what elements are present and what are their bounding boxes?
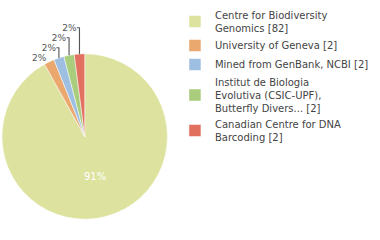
svg-text:91%: 91% bbox=[84, 171, 106, 182]
svg-text:Centre for BiodiversityGenomic: Centre for BiodiversityGenomics [82] bbox=[215, 10, 328, 34]
svg-text:Canadian Centre for DNABarcodi: Canadian Centre for DNABarcoding [2] bbox=[215, 119, 341, 143]
svg-text:2%: 2% bbox=[32, 53, 47, 63]
svg-text:2%: 2% bbox=[62, 23, 77, 33]
svg-text:2%: 2% bbox=[42, 43, 57, 53]
svg-text:Institut de BiologiaEvolutiva: Institut de BiologiaEvolutiva (CSIC-UPF)… bbox=[215, 77, 321, 114]
svg-text:2%: 2% bbox=[52, 33, 67, 43]
svg-text:Mined from GenBank, NCBI [2]: Mined from GenBank, NCBI [2] bbox=[215, 59, 368, 70]
svg-text:University of Geneva [2]: University of Geneva [2] bbox=[215, 40, 337, 51]
